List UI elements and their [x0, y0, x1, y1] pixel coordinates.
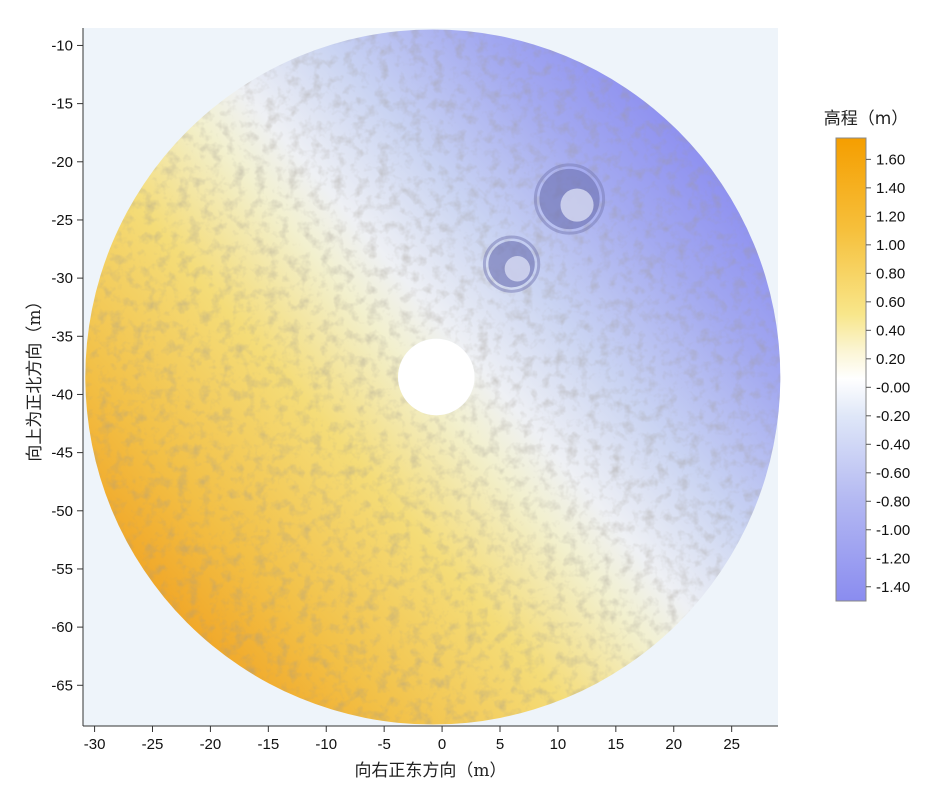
colorbar-gradient — [835, 137, 867, 602]
x-tick-label: 25 — [723, 736, 740, 753]
colorbar-tick-label: -1.00 — [876, 522, 910, 539]
x-tick-label: -10 — [315, 736, 337, 753]
y-tick-label: -50 — [51, 503, 73, 520]
x-tick-label: 20 — [665, 736, 682, 753]
y-axis: -10 -15 -20 -25 -30 -35 -40 -45 -50 -55 -60 -65 — [51, 28, 84, 726]
colorbar-tick-label: 1.20 — [876, 208, 905, 225]
y-tick-label: -25 — [51, 212, 73, 229]
y-tick-label: -10 — [51, 37, 73, 54]
colorbar-tick-label: -0.40 — [876, 436, 910, 453]
x-axis-title: 向右正东方向（m） — [354, 761, 506, 781]
colorbar-tick-label: 0.20 — [876, 351, 905, 368]
x-tick-label: 5 — [496, 736, 504, 753]
colorbar-tick-label: -1.40 — [876, 579, 910, 596]
x-tick-label: -20 — [200, 736, 222, 753]
colorbar-tick-label: -0.20 — [876, 408, 910, 425]
central-hole — [398, 338, 475, 416]
y-tick-label: -45 — [51, 445, 73, 462]
colorbar-title: 高程（m） — [824, 109, 909, 129]
colorbar-tick-label: 1.00 — [876, 237, 905, 254]
colorbar-tick-label: -0.60 — [876, 465, 910, 482]
crater-floor — [560, 188, 594, 222]
y-tick-label: -20 — [51, 154, 73, 171]
colorbar-ticks: 1.60 1.40 1.20 1.00 0.80 0.60 0.40 0.20 -0.00 -0.… — [866, 151, 910, 596]
colorbar-tick-label: -0.00 — [876, 379, 910, 396]
crater-rim — [533, 163, 606, 235]
y-tick-label: -40 — [51, 386, 73, 403]
y-tick-label: -60 — [51, 619, 73, 636]
y-axis-title: 向上为正北方向（m） — [25, 292, 45, 461]
colorbar-tick-label: 1.60 — [876, 151, 905, 168]
crater-rim — [482, 235, 541, 293]
crater-floor — [504, 256, 531, 282]
colorbar-tick-label: -0.80 — [876, 493, 910, 510]
colorbar-tick-label: 1.40 — [876, 180, 905, 197]
colorbar-tick-label: 0.60 — [876, 294, 905, 311]
colorbar-tick-label: 0.80 — [876, 265, 905, 282]
crater-layer — [482, 163, 606, 293]
x-tick-label: -15 — [257, 736, 279, 753]
x-tick-label: -5 — [377, 736, 390, 753]
y-tick-label: -15 — [51, 96, 73, 113]
y-tick-label: -65 — [51, 677, 73, 694]
x-tick-label: 10 — [550, 736, 567, 753]
x-tick-label: -25 — [142, 736, 164, 753]
y-tick-label: -55 — [51, 561, 73, 578]
x-tick-label: 0 — [438, 736, 446, 753]
colorbar: 高程（m） 1.60 1.40 1.20 1.00 0.80 0.60 0.40 0.20 -0… — [824, 109, 910, 602]
y-tick-label: -35 — [51, 328, 73, 345]
x-tick-label: -30 — [84, 736, 106, 753]
x-axis: -30 -25 -20 -15 -10 -5 0 5 10 15 20 25 — [83, 725, 778, 753]
y-tick-label: -30 — [51, 270, 73, 287]
colorbar-tick-label: 0.40 — [876, 322, 905, 339]
colorbar-tick-label: -1.20 — [876, 550, 910, 567]
x-tick-label: 15 — [607, 736, 624, 753]
